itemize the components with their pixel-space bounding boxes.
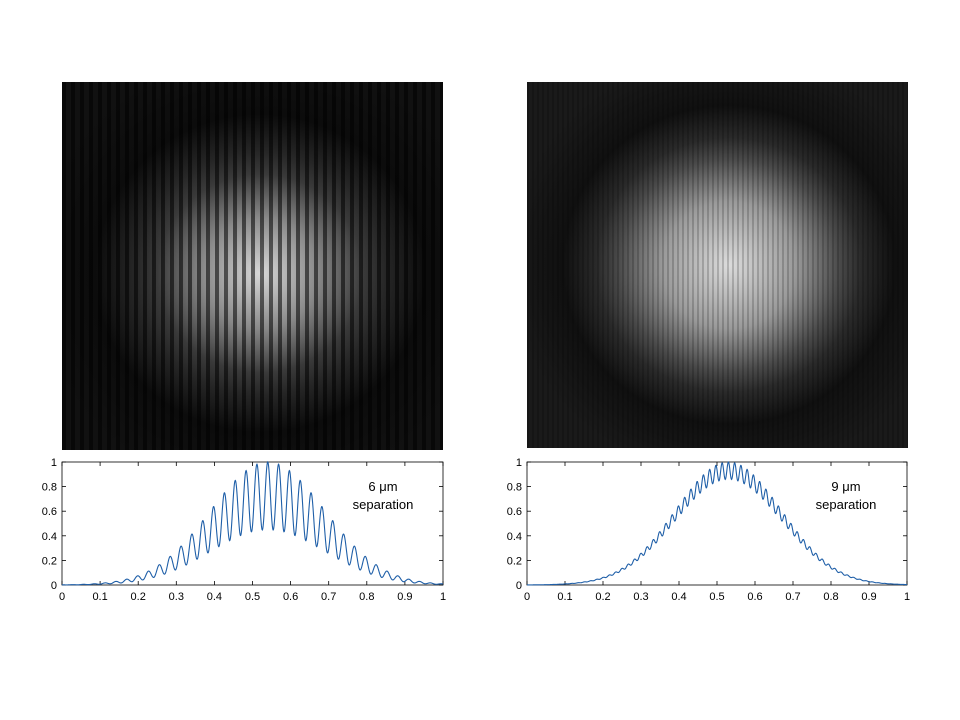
series-line: [62, 460, 444, 586]
x-tick-label: 0.4: [207, 591, 222, 603]
x-tick-label: 0.3: [169, 591, 184, 603]
x-tick-label: 0.7: [785, 591, 800, 603]
x-tick-label: 0.2: [131, 591, 146, 603]
profile-plot-right: 0 0.1 0.2 0.3 0.4 0.5 0.6 0.7 0.8 0.9 1 0 0.2 0.4 0.6 0…: [507, 457, 910, 603]
x-tick-label: 0.4: [671, 591, 686, 603]
y-tick-label: 0.2: [42, 555, 57, 567]
x-tick-label: 0.5: [709, 591, 724, 603]
x-tick-label: 0.3: [633, 591, 648, 603]
left-panel: 0 0.1 0.2 0.3 0.4 0.5 0.6 0.7 0.8 0.9 1 0 0.2 0.4 0.6 0…: [42, 82, 446, 603]
x-tick-label: 0.9: [397, 591, 412, 603]
x-tick-label: 0.5: [245, 591, 260, 603]
y-tick-label: 0.6: [42, 506, 57, 518]
x-tick-label: 1: [904, 591, 910, 603]
y-tick-label: 0: [516, 580, 522, 592]
x-tick-label: 1: [440, 591, 446, 603]
y-tick-label: 1: [516, 457, 522, 469]
x-tick-label: 0.6: [283, 591, 298, 603]
annotation-line1: 9 μm: [831, 479, 860, 494]
fringe-image-right: [527, 82, 908, 448]
x-tick-label: 0.8: [359, 591, 374, 603]
fringe-image-left: [62, 82, 443, 450]
x-tick-label: 0.6: [747, 591, 762, 603]
y-tick-label: 0.6: [507, 506, 522, 518]
y-tick-label: 0.2: [507, 555, 522, 567]
y-tick-label: 0.8: [42, 482, 57, 494]
y-tick-label: 0: [51, 580, 57, 592]
x-tick-label: 0.2: [595, 591, 610, 603]
x-tick-label: 0: [524, 591, 530, 603]
x-tick-label: 0.1: [92, 591, 107, 603]
y-tick-label: 1: [51, 457, 57, 469]
y-tick-label: 0.8: [507, 482, 522, 494]
series-line: [526, 461, 908, 586]
y-tick-label: 0.4: [507, 531, 522, 543]
x-tick-label: 0.7: [321, 591, 336, 603]
x-tick-label: 0: [59, 591, 65, 603]
x-tick-label: 0.1: [557, 591, 572, 603]
x-tick-label: 0.9: [861, 591, 876, 603]
annotation-line2: separation: [353, 497, 414, 512]
y-tick-label: 0.4: [42, 531, 57, 543]
x-tick-label: 0.8: [823, 591, 838, 603]
annotation-line2: separation: [816, 497, 877, 512]
profile-plot-left: 0 0.1 0.2 0.3 0.4 0.5 0.6 0.7 0.8 0.9 1 0 0.2 0.4 0.6 0…: [42, 457, 446, 603]
right-panel: 0 0.1 0.2 0.3 0.4 0.5 0.6 0.7 0.8 0.9 1 0 0.2 0.4 0.6 0…: [480, 0, 960, 720]
annotation-line1: 6 μm: [368, 479, 397, 494]
